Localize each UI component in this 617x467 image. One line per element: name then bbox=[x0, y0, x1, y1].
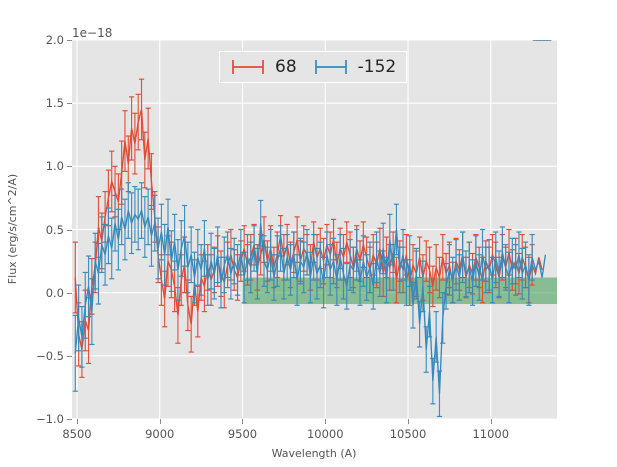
errorbar-cap-icon bbox=[314, 60, 347, 74]
y-tick-label: 1.5 bbox=[45, 96, 64, 111]
y-tick-label: 0.5 bbox=[45, 222, 64, 237]
x-tick-label: 9000 bbox=[145, 427, 175, 441]
x-tick-mark bbox=[408, 419, 410, 424]
plot-svg bbox=[72, 40, 557, 419]
y-tick-label: 0.0 bbox=[45, 285, 64, 300]
x-tick-label: 9500 bbox=[227, 427, 258, 441]
y-tick-label: 2.0 bbox=[45, 33, 64, 47]
y-tick-mark bbox=[67, 229, 72, 231]
x-tick-mark bbox=[490, 419, 492, 424]
errorbar-cap-icon bbox=[232, 60, 264, 74]
legend-entry[interactable]: -152 bbox=[313, 57, 397, 77]
x-tick-label: 8500 bbox=[62, 427, 92, 441]
y-tick-mark bbox=[67, 166, 72, 168]
series--152 bbox=[72, 40, 552, 418]
y-axis-offset-text: 1e−18 bbox=[72, 26, 113, 40]
y-tick-mark bbox=[67, 355, 72, 357]
y-tick-mark bbox=[67, 419, 72, 420]
legend-label: -152 bbox=[357, 57, 397, 77]
x-tick-label: 10500 bbox=[389, 427, 427, 441]
y-tick-mark bbox=[67, 103, 72, 105]
x-axis-label: Wavelength (A) bbox=[271, 447, 357, 460]
x-tick-mark bbox=[159, 419, 161, 424]
y-tick-label: −1.0 bbox=[36, 412, 64, 426]
legend-label: 68 bbox=[275, 57, 297, 77]
x-tick-mark bbox=[242, 419, 244, 424]
y-axis-label: Flux (erg/s/cm^2/A) bbox=[6, 173, 19, 285]
y-tick-label: 1.0 bbox=[45, 159, 64, 174]
gridlines bbox=[72, 40, 557, 419]
y-tick-label: −0.5 bbox=[36, 348, 64, 363]
x-tick-mark bbox=[76, 419, 78, 424]
legend: 68 -152 bbox=[219, 51, 408, 83]
legend-entry[interactable]: 68 bbox=[230, 57, 297, 77]
x-tick-label: 10000 bbox=[306, 427, 344, 441]
y-tick-mark bbox=[67, 40, 72, 41]
data-series-layer bbox=[72, 40, 552, 418]
x-tick-mark bbox=[325, 419, 327, 424]
y-tick-mark bbox=[67, 292, 72, 294]
plot-axes-area bbox=[72, 40, 557, 419]
x-tick-label: 11000 bbox=[472, 427, 510, 441]
